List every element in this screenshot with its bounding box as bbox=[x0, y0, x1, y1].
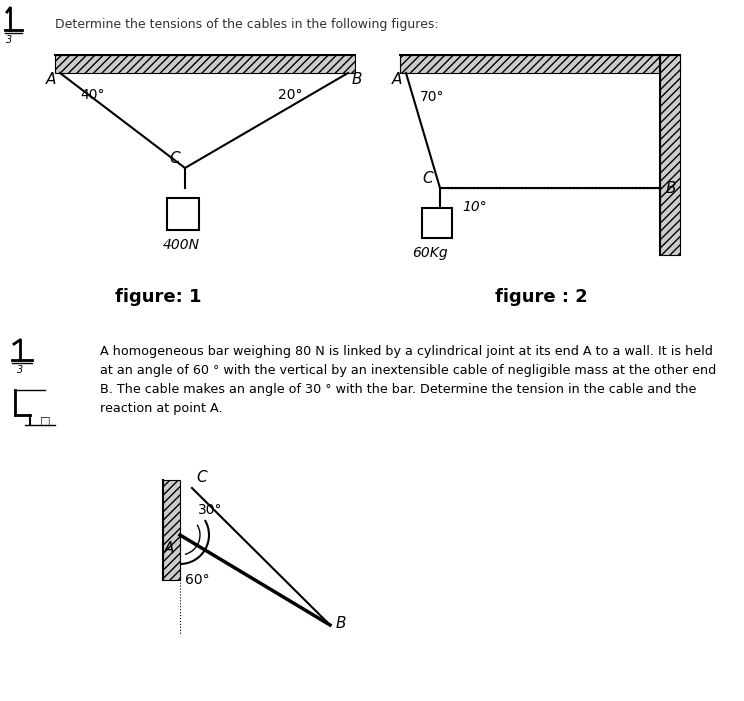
Text: 20°: 20° bbox=[278, 88, 303, 102]
Text: 400N: 400N bbox=[163, 238, 200, 252]
Text: $B$: $B$ bbox=[665, 180, 676, 196]
Text: 70°: 70° bbox=[420, 90, 444, 104]
Bar bbox=[167, 198, 199, 230]
Text: 60°: 60° bbox=[185, 573, 210, 587]
Text: 40°: 40° bbox=[80, 88, 104, 102]
Text: 30°: 30° bbox=[198, 503, 222, 517]
Text: 3: 3 bbox=[17, 365, 23, 375]
Text: figure : 2: figure : 2 bbox=[495, 288, 588, 306]
Text: 60Kg: 60Kg bbox=[412, 246, 448, 260]
Text: $A$: $A$ bbox=[391, 71, 403, 87]
Bar bbox=[422, 208, 452, 238]
Text: $B$: $B$ bbox=[351, 71, 362, 87]
Text: $A$: $A$ bbox=[163, 540, 175, 556]
Polygon shape bbox=[55, 55, 355, 73]
Text: $A$: $A$ bbox=[45, 71, 57, 87]
Text: Determine the tensions of the cables in the following figures:: Determine the tensions of the cables in … bbox=[55, 18, 439, 31]
Text: figure: 1: figure: 1 bbox=[115, 288, 202, 306]
Text: $C$: $C$ bbox=[196, 469, 208, 485]
Text: □: □ bbox=[39, 415, 51, 425]
Text: $B$: $B$ bbox=[335, 615, 347, 631]
Text: 10°: 10° bbox=[462, 200, 487, 214]
Text: 3: 3 bbox=[6, 35, 12, 45]
Text: $C$: $C$ bbox=[423, 170, 435, 186]
Text: A homogeneous bar weighing 80 N is linked by a cylindrical joint at its end A to: A homogeneous bar weighing 80 N is linke… bbox=[100, 345, 716, 415]
Polygon shape bbox=[400, 55, 680, 73]
Polygon shape bbox=[163, 480, 180, 580]
Text: $C$: $C$ bbox=[170, 150, 182, 166]
Polygon shape bbox=[660, 55, 680, 255]
